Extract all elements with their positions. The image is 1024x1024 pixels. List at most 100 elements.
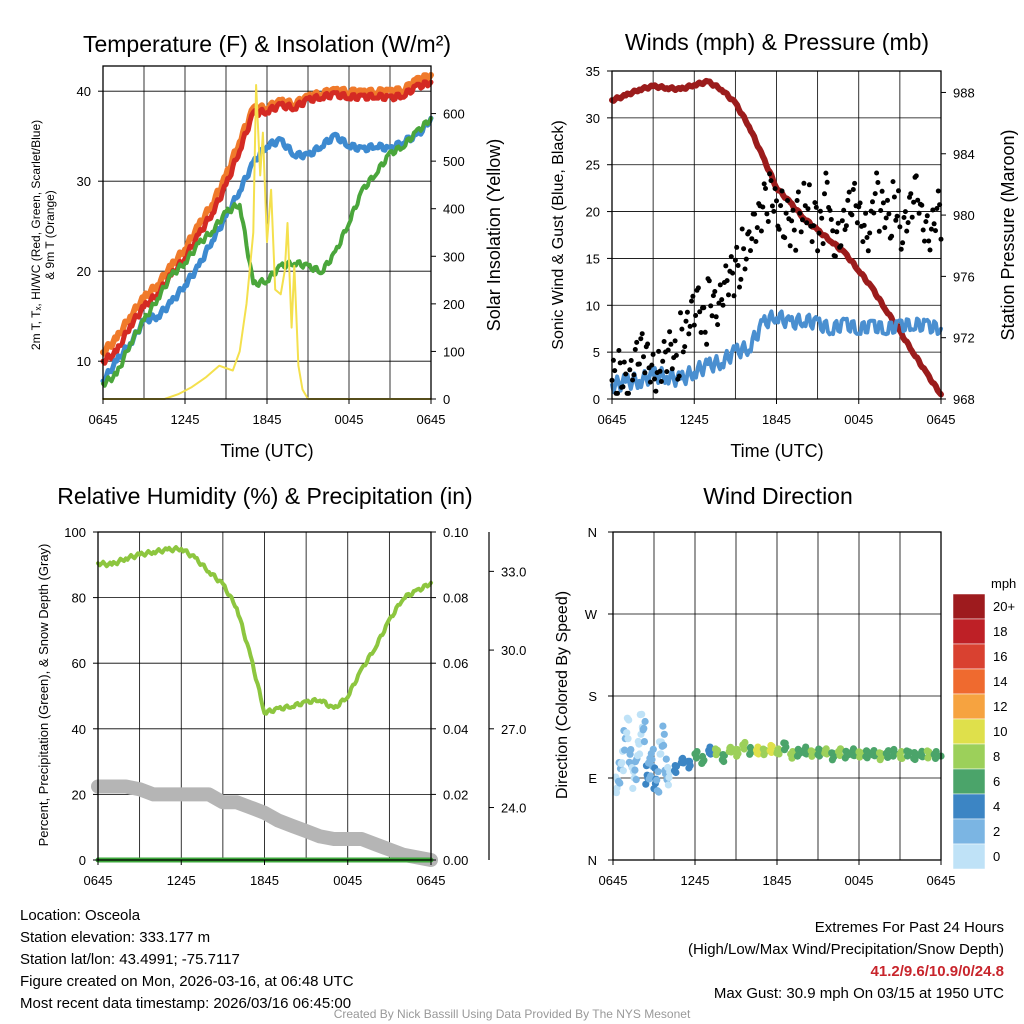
gust-point: [923, 219, 929, 225]
direction-point: [641, 717, 649, 726]
direction-point: [897, 748, 906, 756]
gust-point: [672, 338, 678, 344]
y-tick-label: 30: [77, 174, 91, 189]
series-line-9m-temperature: [100, 72, 434, 357]
y-tick-label: 10: [586, 298, 600, 313]
gust-point: [710, 293, 716, 299]
y-tick-label: 40: [72, 722, 86, 737]
gust-point: [749, 236, 755, 242]
direction-point: [624, 735, 632, 743]
gust-point: [676, 373, 682, 379]
credit-line: Created By Nick Bassill Using Data Provi…: [333, 1007, 691, 1021]
y2-tick-label: 968: [953, 392, 975, 407]
gust-point: [664, 369, 670, 375]
humidity-ylabel: Percent, Precipitation (Green), & Snow D…: [36, 544, 51, 847]
direction-point: [632, 776, 640, 784]
colorbar-label: 4: [993, 799, 1000, 814]
gust-point: [731, 293, 737, 299]
extremes-info: Extremes For Past 24 Hours (High/Low/Max…: [688, 917, 1004, 1005]
x-tick-label: 0045: [333, 873, 362, 888]
series-line-2m-temperature: [100, 79, 434, 366]
direction-point: [649, 745, 657, 753]
colorbar-swatch: [952, 618, 986, 645]
gust-point: [850, 187, 856, 192]
gust-point: [776, 226, 782, 232]
y-tick-label: 20: [77, 264, 91, 279]
extremes-subtitle: (High/Low/Max Wind/Precipitation/Snow De…: [688, 941, 1004, 958]
gust-point: [634, 339, 640, 345]
y3-tick-label: 33.0: [501, 564, 526, 579]
gust-point: [871, 210, 877, 216]
direction-point: [616, 779, 624, 787]
gust-point: [647, 379, 653, 385]
y-tick-label: 0: [79, 853, 86, 868]
y-tick-label: 40: [77, 84, 91, 99]
gust-point: [658, 379, 664, 384]
x-tick-label: 1845: [253, 412, 282, 427]
gust-point: [636, 361, 642, 367]
gust-point: [771, 208, 777, 214]
pressure-ylabel: Station Pressure (Maroon): [998, 129, 1018, 340]
extremes-values: 41.2/9.6/10.9/0/24.8: [870, 963, 1004, 980]
gust-point: [698, 330, 704, 335]
direction-point: [631, 766, 639, 774]
gust-point: [804, 220, 810, 226]
series-line-sonic-wind: [610, 309, 943, 395]
gust-point: [863, 210, 869, 216]
gust-point: [720, 302, 726, 308]
wind-direction-title: Wind Direction: [703, 483, 853, 509]
gust-point: [790, 207, 796, 213]
gust-point: [657, 368, 663, 374]
direction-point: [647, 772, 655, 780]
gust-point: [641, 354, 646, 360]
gust-point: [697, 309, 703, 315]
humidity-title: Relative Humidity (%) & Precipitation (i…: [57, 483, 472, 509]
direction-point: [775, 750, 783, 758]
gust-point: [933, 228, 938, 234]
direction-point: [815, 752, 824, 760]
direction-point: [659, 722, 667, 730]
gust-point: [879, 188, 885, 194]
gust-point: [916, 210, 922, 216]
series-line-solar-insolation: [102, 84, 432, 400]
colorbar-label: 20+: [993, 599, 1015, 614]
gust-point: [909, 214, 915, 220]
gust-point: [724, 278, 730, 284]
x-tick-label: 0645: [927, 873, 956, 888]
gust-point: [778, 203, 784, 209]
direction-point: [754, 750, 763, 758]
y2-tick-label: 976: [953, 269, 975, 284]
direction-point: [898, 754, 906, 763]
gust-point: [905, 220, 911, 226]
direction-point: [863, 754, 871, 762]
y-tick-label: N: [588, 853, 597, 868]
x-tick-label: 1245: [681, 873, 710, 888]
y2-tick-label: 988: [953, 85, 975, 100]
direction-point: [627, 746, 635, 754]
colorbar-label: 0: [993, 849, 1000, 864]
gust-point: [908, 191, 914, 197]
direction-point: [700, 756, 708, 764]
colorbar-swatch: [952, 643, 986, 670]
gust-point: [811, 223, 816, 229]
x-tick-label: 0645: [84, 873, 113, 888]
gust-point: [623, 371, 629, 377]
gust-point: [617, 360, 623, 366]
gust-point: [930, 207, 936, 213]
gust-point: [612, 368, 618, 374]
gust-point: [823, 170, 829, 176]
max-gust: Max Gust: 30.9 mph On 03/15 at 1950 UTC: [713, 985, 1004, 1002]
gust-point: [893, 217, 899, 223]
direction-point: [672, 762, 681, 770]
gust-point: [680, 349, 686, 355]
gust-point: [928, 226, 934, 232]
temperature-panel: Temperature (F) & Insolation (W/m²) 0645…: [29, 31, 504, 461]
gust-point: [631, 372, 637, 378]
gust-point: [890, 179, 896, 185]
extremes-title: Extremes For Past 24 Hours: [814, 919, 1004, 936]
gust-point: [761, 181, 767, 187]
y-tick-label: 15: [586, 251, 600, 266]
y2-tick-label: 200: [443, 297, 465, 312]
gust-point: [901, 215, 907, 220]
